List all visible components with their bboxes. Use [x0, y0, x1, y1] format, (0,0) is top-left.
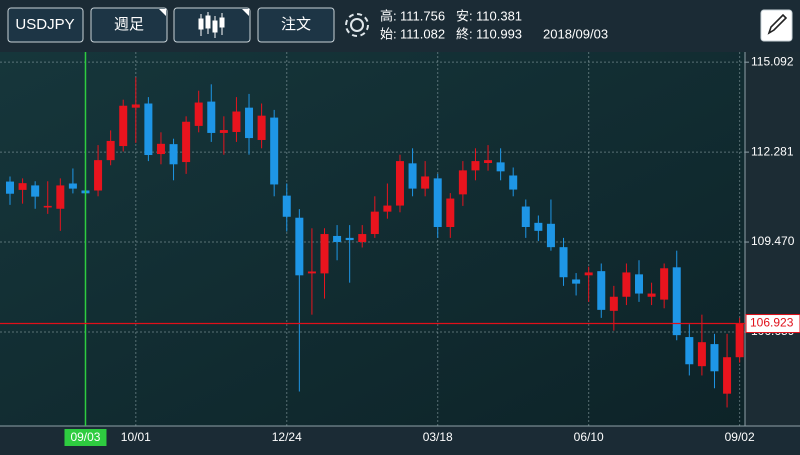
candle-body [358, 234, 367, 243]
candle-body [245, 107, 254, 139]
candle-body [169, 144, 178, 165]
candle-body [446, 198, 455, 228]
candle-body [572, 279, 581, 284]
candle-body [182, 121, 191, 163]
x-tick-label: 12/24 [272, 430, 302, 444]
candle-body [383, 205, 392, 212]
candle-body [597, 271, 606, 310]
candle-body [458, 170, 467, 195]
candle-body [194, 102, 203, 126]
candle-icon [198, 12, 225, 38]
candle-body [471, 161, 480, 171]
candle-body [534, 222, 543, 231]
date: 2018/09/03 [543, 26, 608, 41]
corner [242, 9, 249, 16]
candle-body [408, 163, 417, 189]
candle-body [395, 161, 404, 206]
y-tick-label: 115.092 [751, 54, 794, 68]
candle-body [521, 206, 530, 228]
candle-body [68, 183, 77, 189]
candle-body [622, 272, 631, 297]
ohlc-info: 高: 111.756 安: 110.381 始: 111.082 終: 110.… [380, 8, 608, 41]
candle-body [56, 185, 65, 209]
draw-button[interactable] [760, 9, 793, 42]
candle-body [546, 223, 555, 248]
candle-body [106, 140, 115, 161]
high-label: 高: [380, 8, 397, 23]
candle-body [723, 357, 732, 394]
candle-body [672, 267, 681, 336]
pair-button[interactable] [7, 7, 84, 43]
candle-body [609, 296, 618, 311]
open-label: 始: [380, 26, 397, 41]
candle-body [735, 323, 744, 358]
candle-body [484, 160, 493, 164]
candle-body [295, 217, 304, 276]
candle-body [559, 247, 568, 278]
close-value: 110.993 [476, 26, 522, 41]
corner [159, 9, 166, 16]
low-value: 110.381 [476, 8, 522, 23]
y-axis-area [745, 52, 800, 426]
candle-body [43, 205, 52, 208]
candle-body [433, 178, 442, 228]
high-value: 111.756 [400, 8, 445, 23]
plot-area [0, 52, 745, 426]
period-button[interactable] [90, 7, 168, 43]
pencil-icon [767, 13, 788, 35]
order-button[interactable] [257, 7, 335, 43]
candle-body [282, 195, 291, 217]
candle-body [207, 101, 216, 133]
candle-body [307, 271, 316, 274]
candle-body [270, 117, 279, 185]
candle-body [232, 111, 241, 132]
candle-body [421, 176, 430, 189]
order: 注文 [281, 16, 311, 33]
pair: USDJPY [15, 16, 74, 33]
candle-body [647, 293, 656, 297]
candle-body [584, 272, 593, 276]
x-tick-label: 06/10 [574, 430, 604, 444]
close-label: 終: [456, 26, 473, 41]
x-tick-label: 10/01 [121, 430, 151, 444]
candle-body [219, 130, 228, 133]
candle-body [320, 234, 329, 274]
candle-body [156, 143, 165, 155]
chart: 106.659109.470112.281115.09209/0310/0112… [0, 52, 800, 446]
y-tick-label: 109.470 [751, 234, 795, 248]
candle-body [685, 337, 694, 365]
chart-type-button[interactable] [173, 7, 251, 43]
crosshair-label-bg [64, 429, 107, 446]
x-tick-label: 09/02 [725, 430, 755, 444]
last-price-label: 106.923 [750, 316, 794, 330]
candle-body [131, 104, 140, 108]
candle-body [94, 160, 103, 191]
candle-body [257, 115, 266, 140]
candle-body [660, 268, 669, 300]
y-tick-label: 112.281 [751, 144, 794, 158]
last-price-bg [745, 314, 800, 334]
candle-body [18, 183, 27, 190]
candle-body [6, 181, 14, 194]
x-axis-area [0, 426, 800, 450]
candle-body [345, 237, 354, 241]
low-label: 安: [456, 8, 473, 23]
candle-body [333, 235, 342, 243]
period: 週足 [114, 16, 144, 33]
candle-body [697, 342, 706, 367]
open-value: 111.082 [400, 26, 445, 41]
candle-body [119, 105, 128, 147]
candle-body [710, 344, 719, 372]
candle-body [509, 175, 518, 190]
settings-icon[interactable] [345, 13, 369, 37]
x-tick-label: 03/18 [423, 430, 453, 444]
x-tick-label: 09/03 [70, 430, 100, 444]
candle-body [496, 162, 505, 172]
candle-body [31, 185, 40, 197]
candle-body [635, 274, 643, 294]
candle-body [370, 211, 379, 235]
candle-body [144, 103, 153, 156]
